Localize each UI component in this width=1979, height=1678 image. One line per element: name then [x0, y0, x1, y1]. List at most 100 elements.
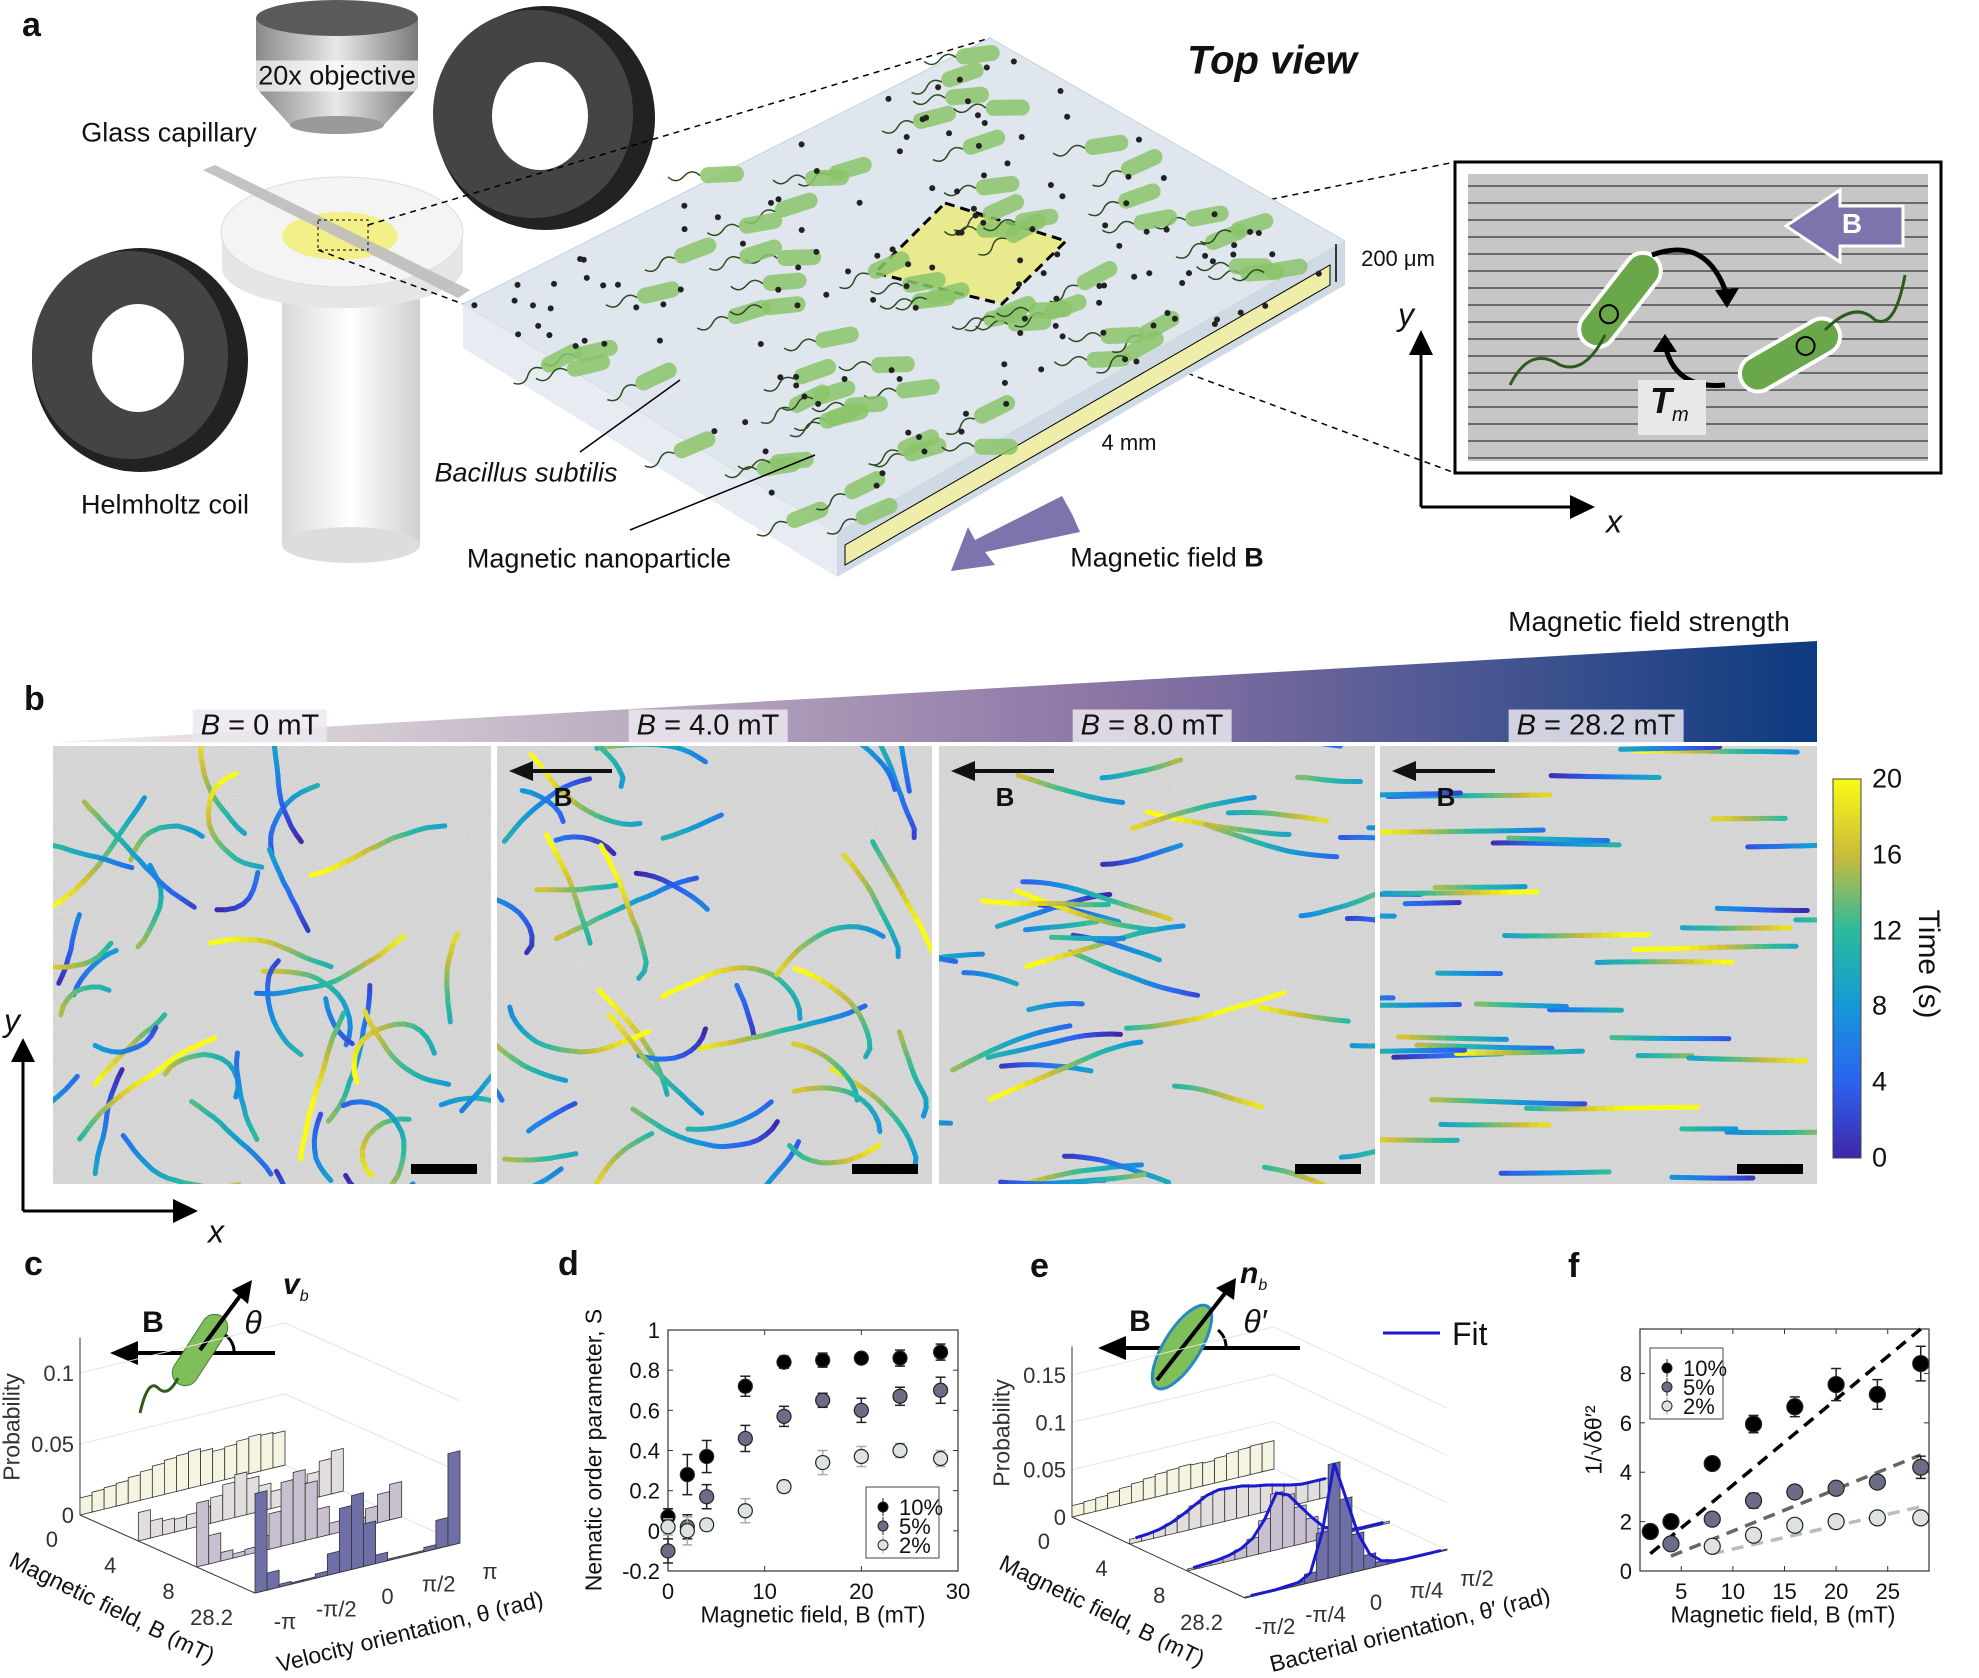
histogram-bar	[150, 1518, 162, 1538]
histogram-bar	[281, 1480, 293, 1547]
field-tick-label: 8	[1153, 1583, 1165, 1608]
histogram-bar	[1262, 1441, 1274, 1472]
theta-tick-label: π/2	[1460, 1566, 1494, 1591]
histogram-bar	[364, 1521, 376, 1567]
data-point	[1913, 1356, 1929, 1372]
histogram-bar	[152, 1463, 164, 1497]
histogram-bar	[388, 1556, 400, 1560]
histogram-bar	[305, 1481, 317, 1541]
legend-label: 2%	[899, 1533, 931, 1558]
y-tick-label: 0.2	[629, 1479, 660, 1504]
e-vector-label: nb	[1240, 1257, 1267, 1295]
data-point	[1869, 1510, 1885, 1526]
legend-marker	[1662, 1382, 1672, 1392]
x-tick-label: 20	[849, 1579, 873, 1604]
legend-marker	[878, 1502, 888, 1512]
histogram-bar	[279, 1581, 291, 1587]
grid-line	[285, 1394, 460, 1472]
histogram-bar	[1072, 1503, 1084, 1517]
z-tick-label: 0.05	[1023, 1458, 1066, 1483]
histogram-bar	[1120, 1486, 1132, 1506]
histogram-bar	[1316, 1531, 1328, 1581]
d-y-axis-title: Nematic order parameter, S	[581, 1309, 608, 1592]
y-tick-label: 0.8	[629, 1358, 660, 1383]
histogram-bar	[249, 1434, 261, 1474]
histogram-bar	[436, 1518, 448, 1549]
y-tick-label: 2	[1620, 1510, 1632, 1535]
data-point	[1663, 1514, 1679, 1530]
data-point	[700, 1518, 714, 1532]
histogram-bar	[412, 1550, 424, 1554]
data-point	[1787, 1517, 1803, 1533]
histogram-bar	[1191, 1462, 1203, 1488]
histogram-bar	[1203, 1460, 1215, 1486]
data-point	[816, 1456, 830, 1470]
data-point	[934, 1383, 948, 1397]
e-z-axis-title: Probability	[989, 1379, 1016, 1486]
field-tick-label: 8	[162, 1579, 174, 1604]
grid-line	[1274, 1374, 1447, 1455]
data-point	[738, 1504, 752, 1518]
histogram-bar	[400, 1553, 412, 1557]
data-point	[1913, 1510, 1929, 1526]
c-field-symbol: B	[142, 1306, 164, 1340]
legend-marker	[878, 1540, 888, 1550]
histogram-bar	[116, 1481, 128, 1507]
field-tick-label: 4	[1095, 1556, 1107, 1581]
histogram-bar	[1108, 1491, 1120, 1509]
data-point	[1869, 1474, 1885, 1490]
z-tick-label: 0.05	[31, 1432, 74, 1457]
data-point	[1746, 1416, 1762, 1432]
c-angle-symbol: θ	[244, 1305, 261, 1342]
histogram-bar	[233, 1551, 245, 1558]
data-point	[816, 1353, 830, 1367]
x-tick-label: 20	[1824, 1579, 1848, 1604]
data-point	[1704, 1511, 1720, 1527]
data-point	[893, 1389, 907, 1403]
histogram-bar	[164, 1457, 176, 1494]
data-point	[934, 1452, 948, 1466]
data-point	[1704, 1456, 1720, 1472]
histogram-bar	[237, 1438, 249, 1476]
data-point	[777, 1480, 791, 1494]
grid-line	[1274, 1327, 1447, 1408]
histogram-bar	[351, 1493, 363, 1570]
histogram-bar	[211, 1495, 223, 1524]
histogram-bar	[317, 1506, 329, 1537]
histogram-bar	[1215, 1456, 1227, 1483]
histogram-bar	[176, 1453, 188, 1491]
theta-tick-label: -π/4	[1305, 1602, 1346, 1627]
data-point	[1746, 1527, 1762, 1543]
histogram-bar	[213, 1448, 225, 1482]
c-z-axis-title: Probability	[0, 1373, 26, 1480]
histogram-bar	[390, 1482, 402, 1520]
histogram-bar	[255, 1491, 267, 1593]
histogram-bar	[319, 1458, 331, 1496]
y-tick-label: 1	[648, 1318, 660, 1343]
histogram-bar	[1237, 1485, 1249, 1519]
y-tick-label: 4	[1620, 1460, 1632, 1485]
data-point	[1869, 1386, 1885, 1402]
field-tick-label: 28.2	[1180, 1610, 1223, 1635]
theta-tick-label: π/2	[422, 1572, 456, 1597]
y-tick-label: 0.6	[629, 1398, 660, 1423]
theta-tick-label: 0	[1370, 1590, 1382, 1615]
data-point	[854, 1403, 868, 1417]
histogram-bar	[448, 1451, 460, 1546]
histogram-bar	[201, 1449, 213, 1486]
x-tick-label: 0	[662, 1579, 674, 1604]
data-point	[700, 1490, 714, 1504]
histogram-bar	[327, 1551, 339, 1575]
z-tick-label: 0.15	[1023, 1363, 1066, 1388]
e-angle-symbol: θ′	[1243, 1304, 1266, 1341]
z-tick-label: 0.1	[43, 1361, 74, 1386]
histogram-bar	[1238, 1447, 1250, 1477]
data-point	[854, 1351, 868, 1365]
data-point	[1828, 1480, 1844, 1496]
data-point	[661, 1544, 675, 1558]
data-point	[661, 1520, 675, 1534]
histogram-bar	[273, 1431, 285, 1468]
histogram-bar	[261, 1432, 273, 1470]
histogram-bar	[331, 1448, 343, 1494]
data-point	[893, 1351, 907, 1365]
